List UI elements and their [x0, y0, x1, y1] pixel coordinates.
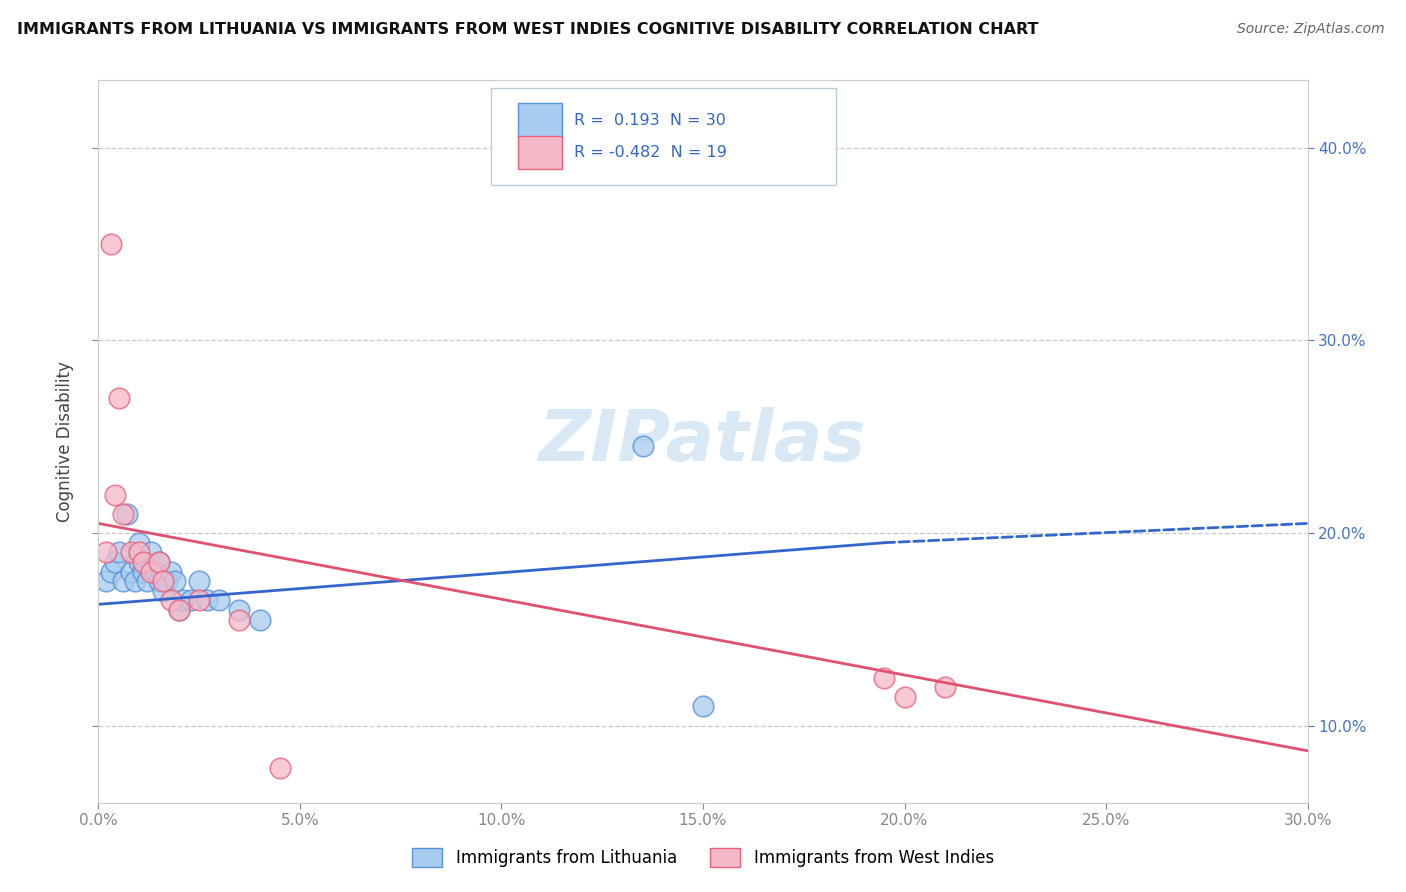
Point — [188, 593, 211, 607]
Point — [160, 565, 183, 579]
Point — [228, 613, 250, 627]
Text: R =  0.193  N = 30: R = 0.193 N = 30 — [574, 112, 725, 128]
FancyBboxPatch shape — [517, 103, 561, 136]
Point — [103, 487, 125, 501]
Point — [139, 545, 162, 559]
Point — [132, 565, 155, 579]
Point — [103, 555, 125, 569]
Point — [188, 574, 211, 589]
Point — [128, 535, 150, 549]
Point — [100, 565, 122, 579]
Point — [148, 574, 170, 589]
Point — [135, 574, 157, 589]
Point — [631, 439, 654, 453]
Point — [139, 565, 162, 579]
FancyBboxPatch shape — [517, 136, 561, 169]
Point — [96, 545, 118, 559]
Point — [152, 574, 174, 589]
Point — [143, 565, 166, 579]
Point — [208, 593, 231, 607]
Point — [692, 699, 714, 714]
Point — [269, 761, 291, 775]
Y-axis label: Cognitive Disability: Cognitive Disability — [56, 361, 75, 522]
Point — [167, 603, 190, 617]
Point — [167, 603, 190, 617]
Point — [148, 555, 170, 569]
Point — [120, 565, 142, 579]
Point — [128, 545, 150, 559]
Point — [163, 574, 186, 589]
Point — [156, 574, 179, 589]
Point — [132, 555, 155, 569]
Point — [100, 237, 122, 252]
Point — [934, 680, 956, 694]
Point — [160, 593, 183, 607]
Point — [128, 555, 150, 569]
Point — [107, 391, 129, 405]
Point — [172, 593, 194, 607]
Point — [107, 545, 129, 559]
Point — [111, 507, 134, 521]
Point — [148, 555, 170, 569]
Point — [111, 574, 134, 589]
Point — [115, 507, 138, 521]
Point — [249, 613, 271, 627]
Point — [124, 574, 146, 589]
Text: Source: ZipAtlas.com: Source: ZipAtlas.com — [1237, 22, 1385, 37]
Point — [180, 593, 202, 607]
FancyBboxPatch shape — [492, 87, 837, 185]
Point — [96, 574, 118, 589]
Point — [152, 583, 174, 598]
Point — [120, 545, 142, 559]
Text: ZIPatlas: ZIPatlas — [540, 407, 866, 476]
Text: R = -0.482  N = 19: R = -0.482 N = 19 — [574, 145, 727, 160]
Legend: Immigrants from Lithuania, Immigrants from West Indies: Immigrants from Lithuania, Immigrants fr… — [405, 841, 1001, 874]
Point — [873, 671, 896, 685]
Text: IMMIGRANTS FROM LITHUANIA VS IMMIGRANTS FROM WEST INDIES COGNITIVE DISABILITY CO: IMMIGRANTS FROM LITHUANIA VS IMMIGRANTS … — [17, 22, 1039, 37]
Point — [195, 593, 218, 607]
Point — [893, 690, 915, 704]
Point — [228, 603, 250, 617]
